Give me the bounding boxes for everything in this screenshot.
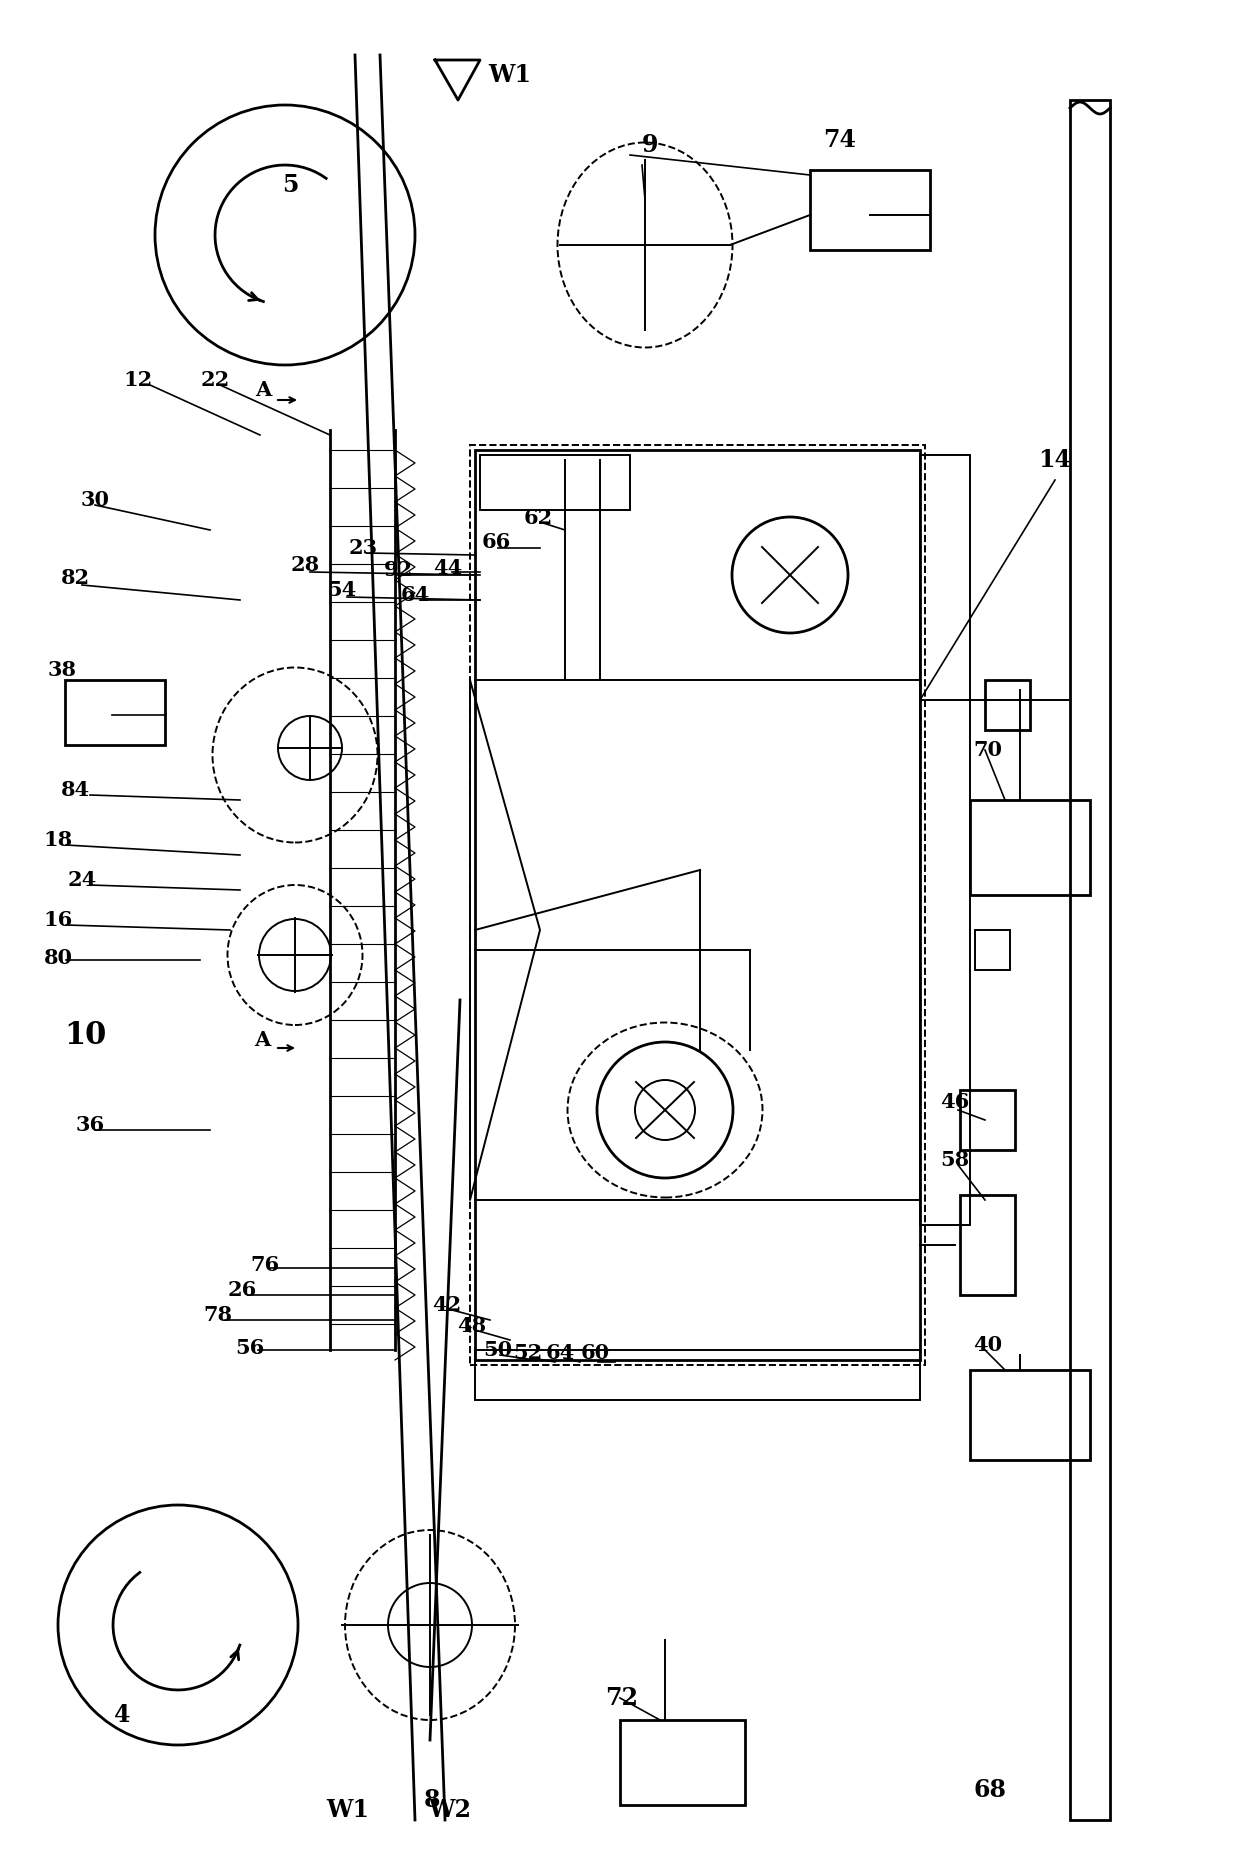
- Text: 74: 74: [823, 128, 857, 153]
- Bar: [470, 445, 925, 1364]
- Text: 62: 62: [523, 508, 553, 529]
- Bar: [960, 1195, 1016, 1295]
- Text: 30: 30: [81, 489, 109, 510]
- Text: 23: 23: [348, 538, 377, 558]
- Bar: [975, 930, 1011, 970]
- Bar: [970, 800, 1090, 895]
- Text: 52: 52: [513, 1344, 543, 1362]
- Text: 22: 22: [201, 370, 229, 391]
- Text: 14: 14: [1039, 449, 1071, 473]
- Text: 24: 24: [67, 869, 97, 890]
- Text: 72: 72: [605, 1686, 639, 1710]
- Text: 18: 18: [43, 830, 73, 850]
- Bar: [480, 454, 630, 510]
- Text: 40: 40: [973, 1334, 1003, 1355]
- Text: 70: 70: [973, 741, 1002, 759]
- Text: 44: 44: [433, 558, 463, 579]
- Text: 4: 4: [114, 1703, 130, 1727]
- Bar: [475, 1349, 920, 1399]
- Text: W1: W1: [489, 63, 532, 87]
- Bar: [920, 454, 970, 1225]
- Text: 60: 60: [580, 1344, 610, 1362]
- Text: 38: 38: [47, 661, 77, 679]
- Text: 54: 54: [327, 581, 357, 599]
- Text: A: A: [255, 380, 272, 400]
- Text: 36: 36: [76, 1115, 104, 1135]
- Text: 10: 10: [64, 1020, 107, 1050]
- Text: 9: 9: [642, 132, 658, 156]
- Text: 64: 64: [546, 1344, 574, 1362]
- Bar: [960, 1091, 1016, 1150]
- Text: 5: 5: [281, 173, 298, 197]
- Text: 48: 48: [458, 1316, 486, 1336]
- Text: A: A: [254, 1029, 270, 1050]
- Bar: [1070, 100, 1110, 1820]
- Text: 46: 46: [940, 1092, 970, 1113]
- Text: 66: 66: [481, 532, 511, 553]
- Bar: [475, 450, 920, 1360]
- Bar: [620, 1720, 745, 1805]
- Text: 12: 12: [123, 370, 153, 391]
- Bar: [64, 679, 165, 744]
- Text: 78: 78: [203, 1305, 233, 1325]
- Text: 26: 26: [227, 1280, 257, 1301]
- Text: 8: 8: [424, 1788, 440, 1813]
- Text: W2: W2: [429, 1798, 471, 1822]
- Text: 82: 82: [61, 568, 89, 588]
- Text: 64: 64: [401, 584, 429, 605]
- Text: 16: 16: [43, 910, 73, 930]
- Text: 28: 28: [290, 555, 320, 575]
- Text: 80: 80: [43, 947, 72, 968]
- Bar: [970, 1370, 1090, 1461]
- Text: 76: 76: [250, 1254, 279, 1275]
- Bar: [985, 679, 1030, 730]
- Text: W1: W1: [326, 1798, 370, 1822]
- Bar: [810, 169, 930, 249]
- Text: 42: 42: [433, 1295, 461, 1316]
- Text: 56: 56: [236, 1338, 264, 1359]
- Text: 50: 50: [484, 1340, 512, 1360]
- Text: 84: 84: [61, 780, 89, 800]
- Text: 58: 58: [940, 1150, 970, 1171]
- Text: 92: 92: [383, 560, 413, 581]
- Text: 68: 68: [973, 1777, 1007, 1801]
